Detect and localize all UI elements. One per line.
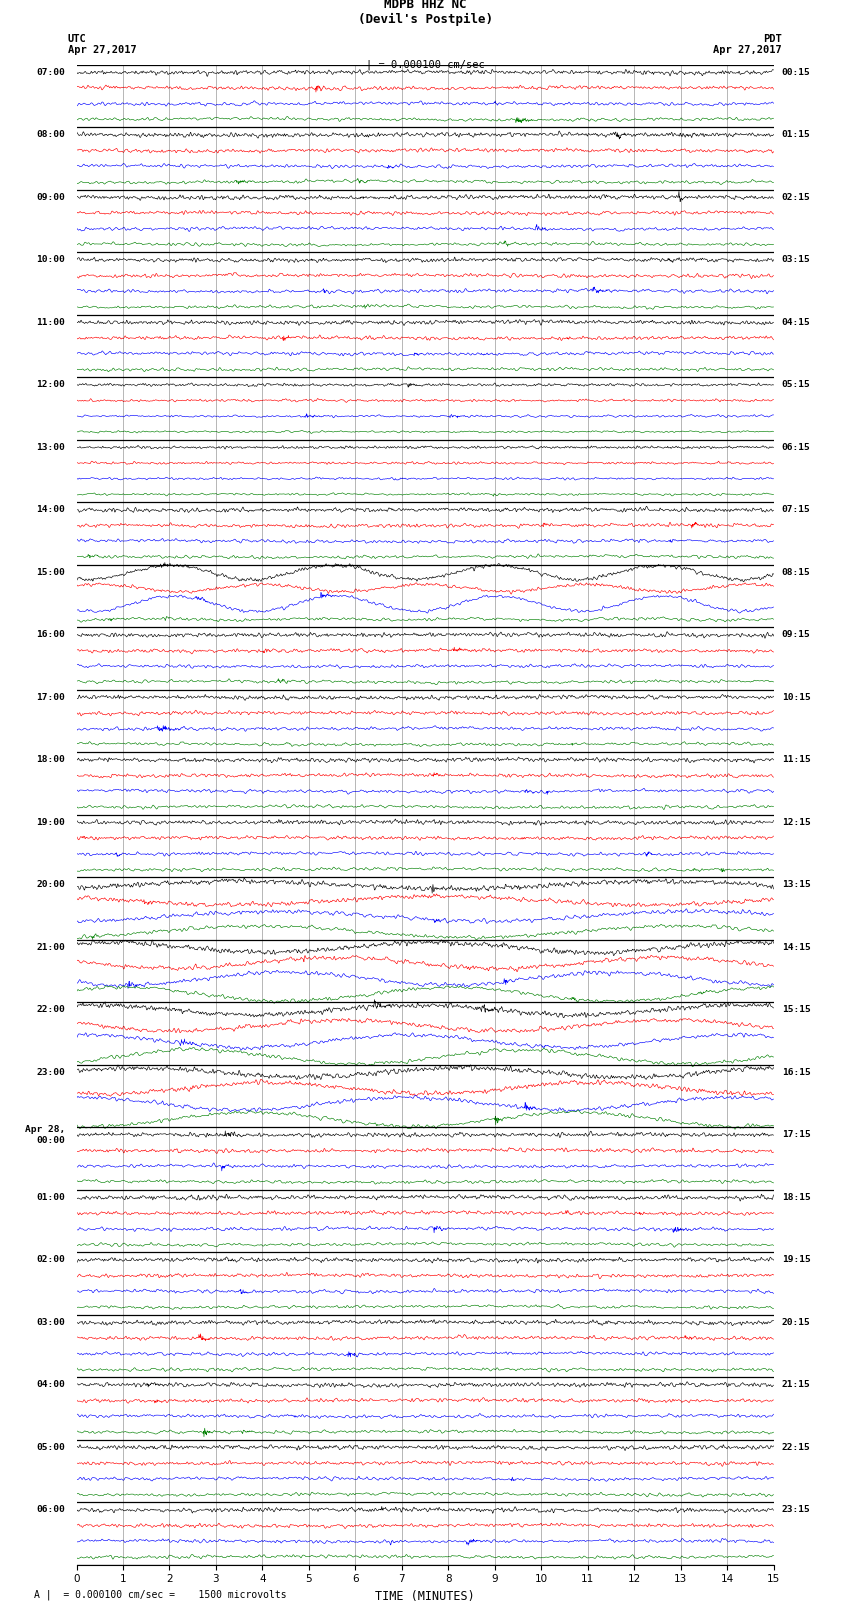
Text: 15:00: 15:00 [37,568,65,577]
Text: PDT
Apr 27,2017: PDT Apr 27,2017 [713,34,782,55]
Text: 07:00: 07:00 [37,68,65,77]
Text: 06:00: 06:00 [37,1505,65,1515]
Text: 11:15: 11:15 [782,755,811,765]
Text: 10:00: 10:00 [37,255,65,265]
Text: A |  = 0.000100 cm/sec =    1500 microvolts: A | = 0.000100 cm/sec = 1500 microvolts [34,1589,286,1600]
Text: 06:15: 06:15 [782,444,811,452]
X-axis label: TIME (MINUTES): TIME (MINUTES) [375,1590,475,1603]
Text: 09:15: 09:15 [782,631,811,639]
Text: 08:15: 08:15 [782,568,811,577]
Text: 19:15: 19:15 [782,1255,811,1265]
Text: 05:15: 05:15 [782,381,811,389]
Text: 12:00: 12:00 [37,381,65,389]
Text: 23:00: 23:00 [37,1068,65,1077]
Text: 22:15: 22:15 [782,1444,811,1452]
Text: 11:00: 11:00 [37,318,65,327]
Text: 13:00: 13:00 [37,444,65,452]
Text: 16:15: 16:15 [782,1068,811,1077]
Text: 14:15: 14:15 [782,944,811,952]
Text: 17:15: 17:15 [782,1131,811,1139]
Text: 20:00: 20:00 [37,881,65,889]
Text: 04:00: 04:00 [37,1381,65,1389]
Text: Apr 28,
00:00: Apr 28, 00:00 [25,1126,65,1145]
Text: 13:15: 13:15 [782,881,811,889]
Text: 10:15: 10:15 [782,694,811,702]
Text: 19:00: 19:00 [37,818,65,827]
Text: 02:15: 02:15 [782,194,811,202]
Text: 16:00: 16:00 [37,631,65,639]
Text: 18:15: 18:15 [782,1194,811,1202]
Text: 15:15: 15:15 [782,1005,811,1015]
Text: 04:15: 04:15 [782,318,811,327]
Text: 14:00: 14:00 [37,505,65,515]
Text: 07:15: 07:15 [782,505,811,515]
Text: 03:00: 03:00 [37,1318,65,1327]
Text: 20:15: 20:15 [782,1318,811,1327]
Text: | = 0.000100 cm/sec: | = 0.000100 cm/sec [366,60,484,71]
Text: 02:00: 02:00 [37,1255,65,1265]
Text: 21:15: 21:15 [782,1381,811,1389]
Text: 01:00: 01:00 [37,1194,65,1202]
Text: 23:15: 23:15 [782,1505,811,1515]
Text: 03:15: 03:15 [782,255,811,265]
Text: 18:00: 18:00 [37,755,65,765]
Text: 05:00: 05:00 [37,1444,65,1452]
Text: 08:00: 08:00 [37,131,65,139]
Text: UTC
Apr 27,2017: UTC Apr 27,2017 [68,34,137,55]
Text: 00:15: 00:15 [782,68,811,77]
Text: 09:00: 09:00 [37,194,65,202]
Text: 22:00: 22:00 [37,1005,65,1015]
Text: 12:15: 12:15 [782,818,811,827]
Title: MDPB HHZ NC
(Devil's Postpile): MDPB HHZ NC (Devil's Postpile) [358,0,492,26]
Text: 17:00: 17:00 [37,694,65,702]
Text: 21:00: 21:00 [37,944,65,952]
Text: 01:15: 01:15 [782,131,811,139]
